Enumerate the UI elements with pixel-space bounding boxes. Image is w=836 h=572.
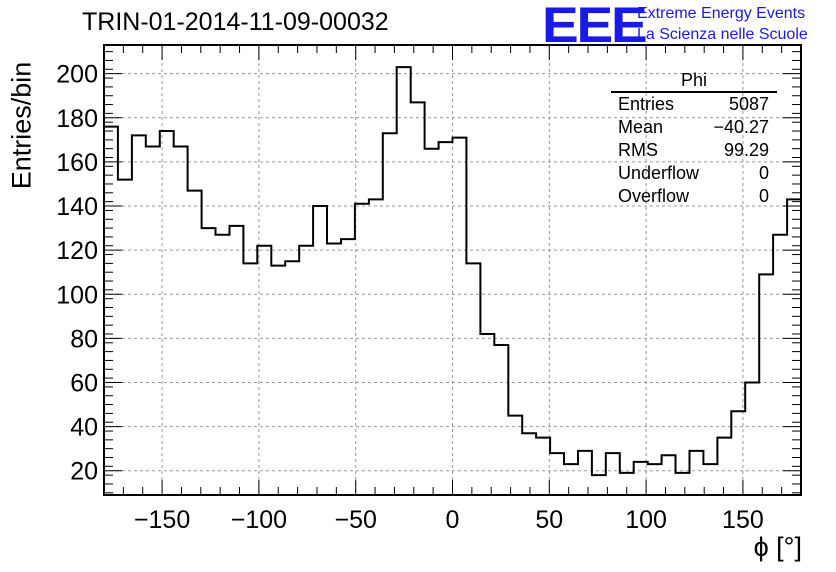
logo-text: Extreme Energy Events La Scienza nelle S…: [637, 3, 808, 45]
histogram-bin: [759, 274, 773, 495]
eee-logo: EEE: [542, 0, 648, 53]
histogram-bin: [689, 451, 703, 495]
y-tick-label: 40: [70, 414, 98, 442]
histogram-bin: [411, 102, 425, 495]
histogram-bin: [397, 67, 411, 495]
histogram-bin: [216, 235, 230, 495]
axis-ticks: [103, 45, 802, 495]
histogram-bin: [355, 204, 369, 495]
stats-box: Phi Entries 5087 Mean −40.27 RMS 99.29 Underfl…: [611, 70, 777, 208]
x-tick-label: 0: [446, 506, 460, 534]
histogram-bin: [132, 135, 146, 495]
y-tick-label: 140: [56, 193, 98, 221]
histogram-bin: [508, 416, 522, 495]
histogram-bin: [745, 383, 759, 496]
histogram-bin: [229, 226, 243, 495]
histogram-bin: [243, 263, 257, 495]
stats-row: Underflow 0: [611, 162, 777, 185]
histogram-bin: [550, 453, 564, 495]
x-tick-label: −150: [134, 506, 190, 534]
histogram-bin: [453, 138, 467, 495]
histogram-bin: [383, 133, 397, 495]
histogram-bin: [536, 438, 550, 495]
histogram-bin: [466, 263, 480, 495]
histogram-bin: [369, 199, 383, 495]
histogram-bin: [299, 246, 313, 495]
histogram-bin: [773, 235, 787, 495]
stats-label: Overflow: [618, 186, 690, 206]
stats-value: 99.29: [723, 140, 769, 160]
y-tick-label: 60: [70, 370, 98, 398]
stats-row: Mean −40.27: [611, 116, 777, 139]
stats-row: Entries 5087: [611, 93, 777, 116]
histogram-bin: [662, 455, 676, 495]
histogram-bin: [425, 149, 439, 495]
histogram-bin: [676, 473, 690, 495]
y-tick-label: 160: [56, 149, 98, 177]
stats-label: Mean: [618, 117, 664, 137]
histogram-bin: [578, 451, 592, 495]
histogram-bin: [592, 475, 606, 495]
axis-tick-labels: −150 −100 −50 0 50 100 150 20 40 60 80 100 120 140 160…: [56, 61, 763, 534]
histogram-bin: [118, 180, 132, 495]
histogram-bin: [271, 266, 285, 495]
stats-label: Entries: [618, 94, 675, 114]
stats-value: 5087: [728, 94, 769, 114]
stats-rows: Entries 5087 Mean −40.27 RMS 99.29 Underflow 0 O…: [611, 93, 777, 208]
x-tick-label: 50: [535, 506, 563, 534]
stats-label: Underflow: [618, 163, 700, 183]
histogram-bin: [494, 345, 508, 495]
histogram-bin: [174, 146, 188, 495]
y-axis-label: Entries/bin: [6, 61, 37, 190]
x-axis-label: ϕ [°]: [753, 532, 802, 562]
histogram-bin: [257, 246, 271, 495]
stats-header: Phi: [611, 70, 777, 93]
histogram-bin: [606, 453, 620, 495]
x-tick-label: −50: [334, 506, 376, 534]
histogram-bin: [717, 438, 731, 495]
logo-line-1: Extreme Energy Events: [637, 5, 806, 22]
histogram-bin: [202, 228, 216, 495]
stats-value: 0: [758, 163, 769, 183]
y-tick-label: 200: [56, 61, 98, 89]
x-tick-label: 150: [722, 506, 764, 534]
histogram-bin: [188, 191, 202, 495]
histogram-bin: [146, 146, 160, 495]
histogram-bin: [564, 464, 578, 495]
histogram-bin: [648, 464, 662, 495]
x-tick-label: −100: [231, 506, 287, 534]
histogram-bin: [522, 433, 536, 495]
chart-title: TRIN-01-2014-11-09-00032: [82, 8, 389, 36]
x-tick-label: 100: [625, 506, 667, 534]
y-tick-label: 20: [70, 458, 98, 486]
histogram-bin: [327, 244, 341, 495]
histogram-bin: [787, 199, 801, 495]
logo-line-2: La Scienza nelle Scuole: [637, 26, 808, 43]
y-tick-label: 180: [56, 105, 98, 133]
y-tick-label: 120: [56, 237, 98, 265]
histogram-bin: [313, 206, 327, 495]
histogram-bin: [439, 142, 453, 495]
stats-value: −40.27: [713, 117, 769, 137]
grid-lines: [104, 45, 801, 495]
histogram-bin: [634, 462, 648, 495]
stats-value: 0: [758, 186, 769, 206]
histogram-bin: [341, 239, 355, 495]
stats-label: RMS: [618, 140, 658, 160]
histogram-bin: [703, 464, 717, 495]
stats-row: Overflow 0: [611, 185, 777, 208]
histogram-bin: [285, 261, 299, 495]
y-tick-label: 80: [70, 325, 98, 353]
stats-row: RMS 99.29: [611, 139, 777, 162]
y-tick-label: 100: [56, 281, 98, 309]
histogram-step-line: [104, 66, 801, 477]
